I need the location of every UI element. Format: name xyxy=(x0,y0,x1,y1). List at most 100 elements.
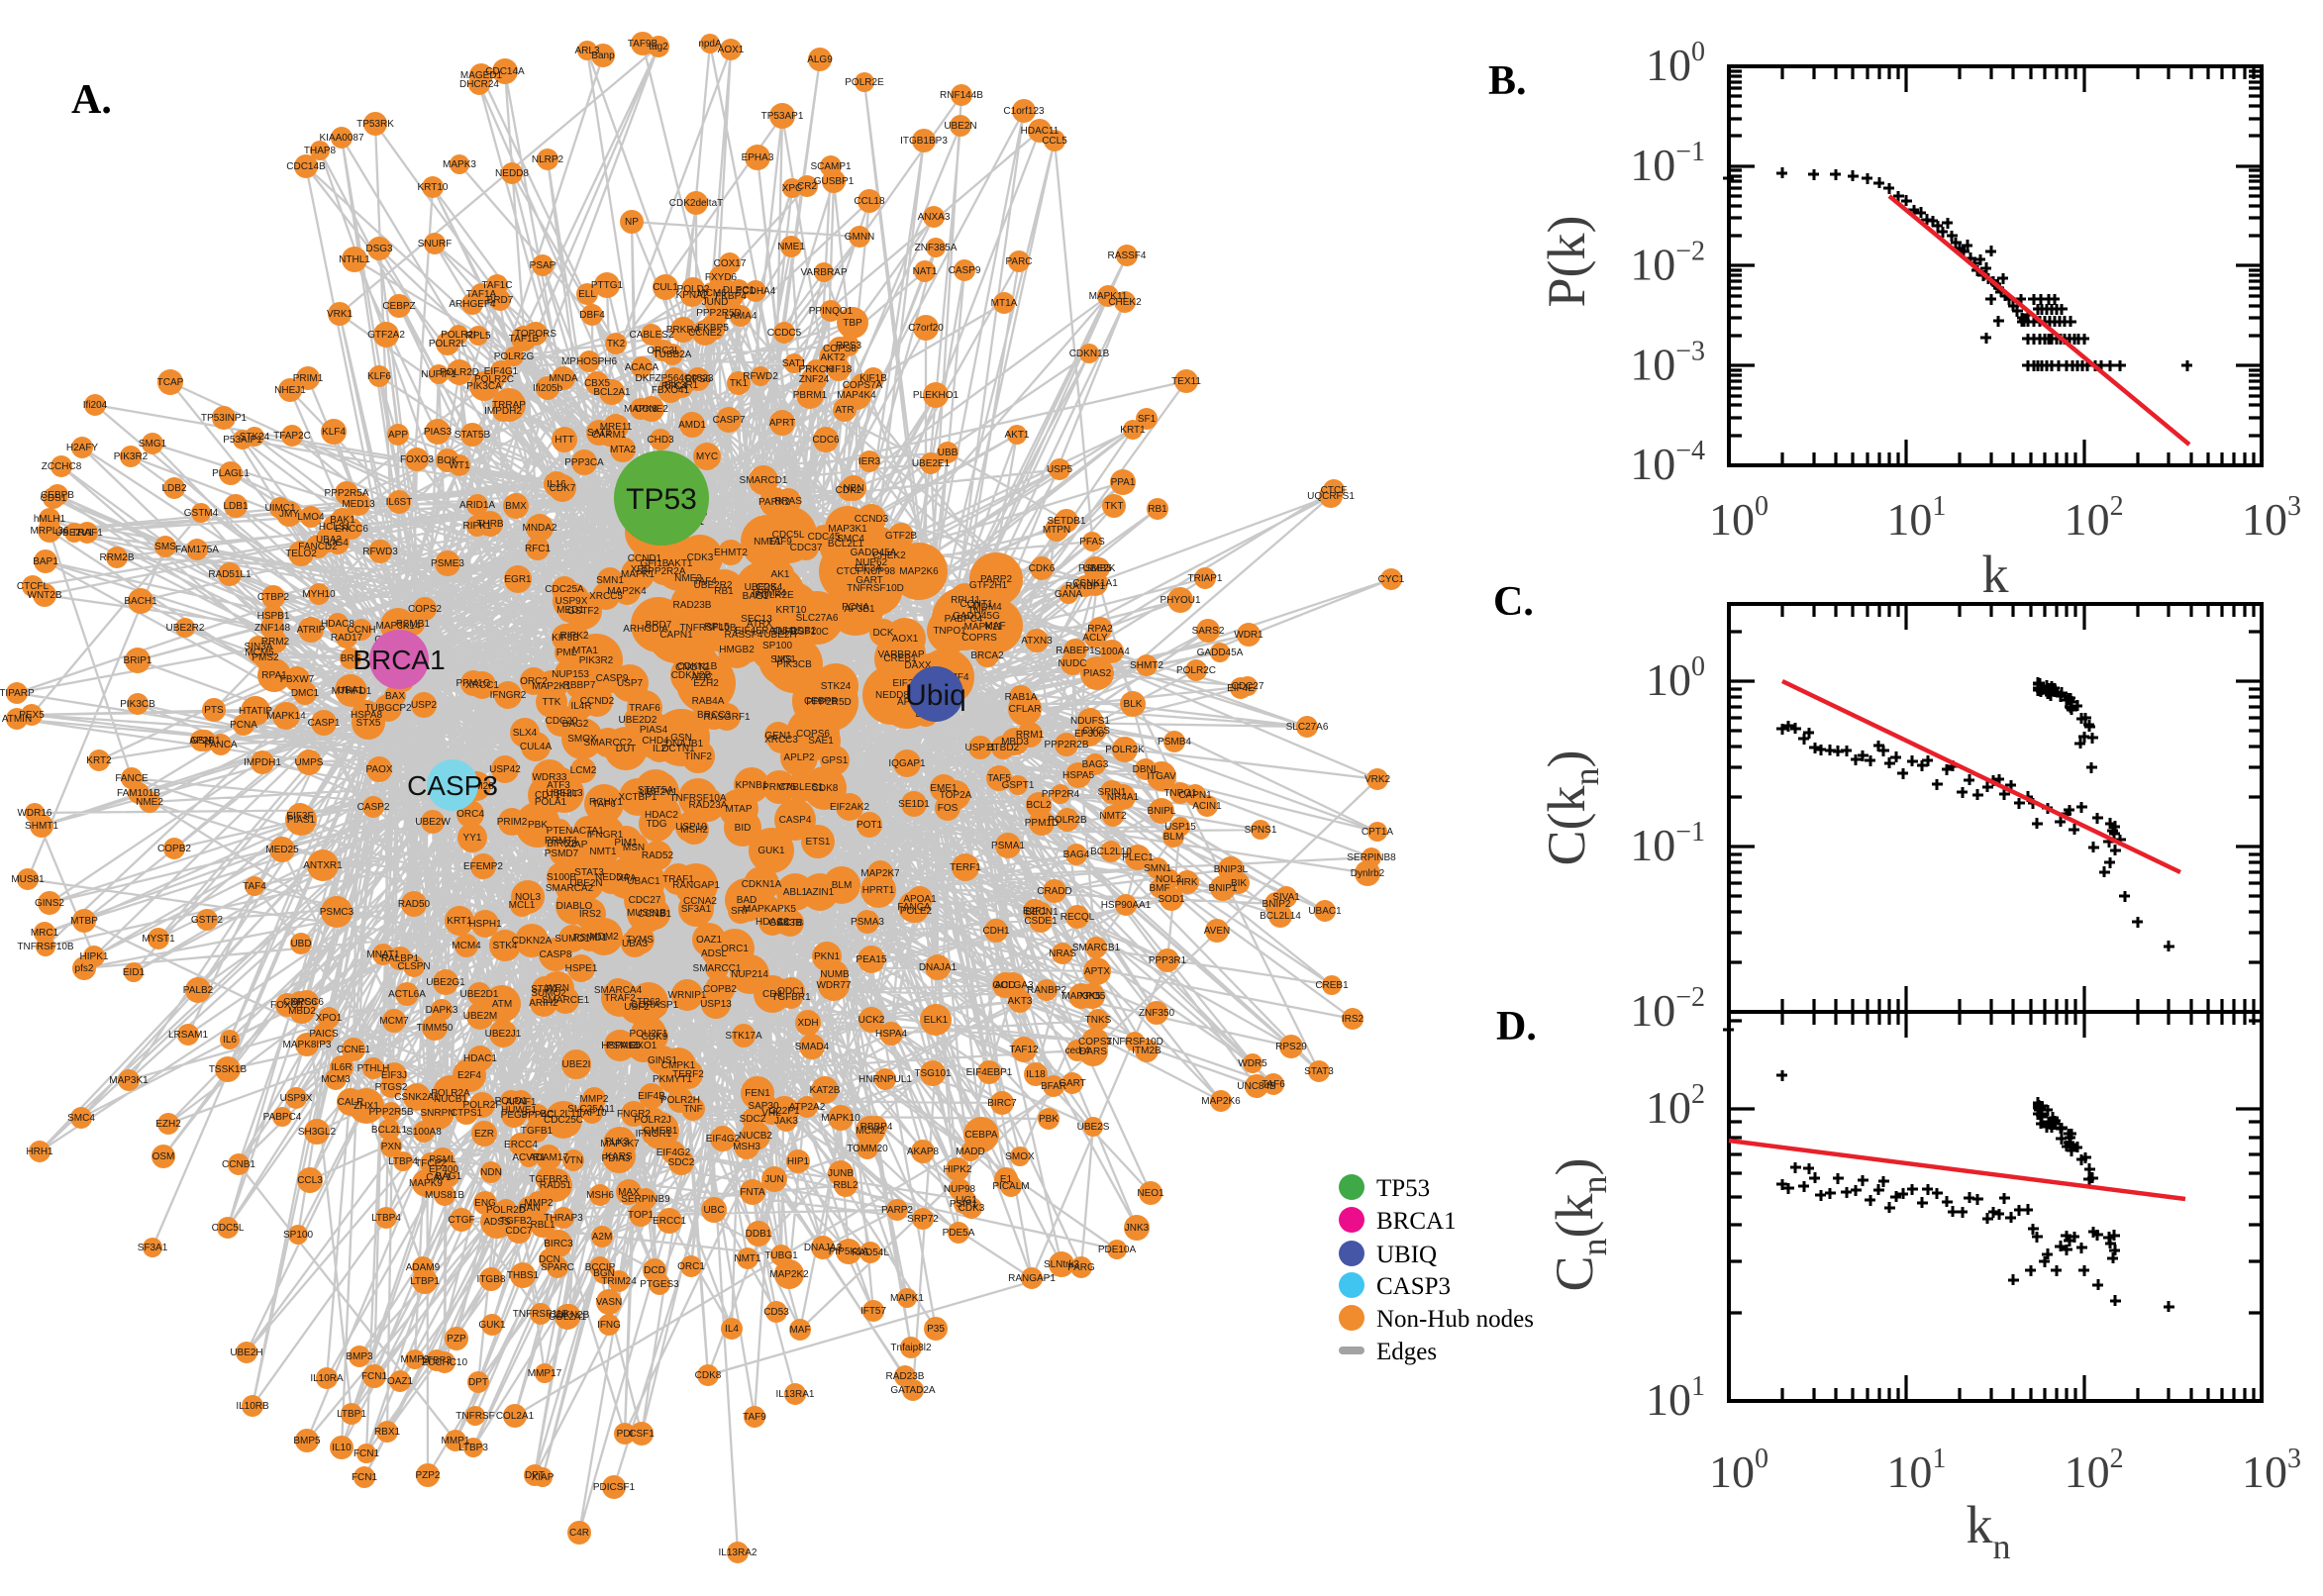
svg-text:COPS8: COPS8 xyxy=(823,344,857,354)
svg-text:POLD1: POLD1 xyxy=(495,1096,528,1107)
svg-text:EIF2S1: EIF2S1 xyxy=(892,678,926,689)
svg-text:EIF4G2: EIF4G2 xyxy=(706,1134,741,1145)
svg-text:NMT1: NMT1 xyxy=(734,1253,761,1264)
svg-text:MCM6: MCM6 xyxy=(697,288,727,299)
svg-text:KARS: KARS xyxy=(605,1151,633,1162)
svg-text:ACVR1: ACVR1 xyxy=(512,1152,546,1163)
svg-text:BNIP3L: BNIP3L xyxy=(1214,864,1249,875)
svg-text:KPNB1: KPNB1 xyxy=(736,780,768,791)
svg-text:NME2: NME2 xyxy=(674,573,702,584)
svg-text:TIPARP: TIPARP xyxy=(0,688,35,699)
svg-text:102: 102 xyxy=(1646,1079,1705,1133)
svg-text:ARHGDIA: ARHGDIA xyxy=(623,624,668,635)
svg-text:PLEKHO1: PLEKHO1 xyxy=(913,390,960,401)
svg-text:TNF: TNF xyxy=(683,1104,702,1115)
svg-text:GORASP1: GORASP1 xyxy=(631,1000,679,1011)
svg-text:LIG4: LIG4 xyxy=(327,538,349,549)
svg-text:USP13: USP13 xyxy=(700,999,732,1010)
svg-text:USP15: USP15 xyxy=(1164,822,1196,833)
svg-text:PSAP: PSAP xyxy=(530,260,556,271)
svg-text:ORC3L: ORC3L xyxy=(647,346,680,356)
svg-text:IFNGR2: IFNGR2 xyxy=(490,690,527,701)
svg-text:IL2: IL2 xyxy=(653,744,666,754)
svg-text:FANCE: FANCE xyxy=(115,773,149,784)
svg-text:BCL2: BCL2 xyxy=(1026,800,1051,811)
svg-text:RPL5: RPL5 xyxy=(465,331,490,342)
svg-text:UBC: UBC xyxy=(703,1205,724,1216)
svg-text:POLR2L: POLR2L xyxy=(429,339,467,349)
svg-text:TNFRSF10C: TNFRSF10C xyxy=(771,627,829,638)
svg-text:PSMC5: PSMC5 xyxy=(607,1041,642,1051)
svg-text:BNIPL: BNIPL xyxy=(1148,806,1176,817)
svg-text:POLR2I: POLR2I xyxy=(441,330,476,341)
svg-text:RRM1: RRM1 xyxy=(1016,730,1045,741)
svg-text:CDC6: CDC6 xyxy=(812,435,840,446)
svg-text:SMARCE1: SMARCE1 xyxy=(542,995,590,1006)
svg-text:RAD54L: RAD54L xyxy=(852,1247,889,1258)
svg-text:PARC: PARC xyxy=(1005,256,1032,267)
svg-text:CABLES2: CABLES2 xyxy=(629,330,673,341)
svg-text:STK4: STK4 xyxy=(492,941,517,951)
svg-text:TGFB2: TGFB2 xyxy=(500,1216,533,1227)
svg-text:NEDD8: NEDD8 xyxy=(875,690,909,701)
svg-text:SPNS1: SPNS1 xyxy=(1245,825,1277,836)
svg-text:VARBRAP: VARBRAP xyxy=(877,649,924,660)
svg-text:APOA1: APOA1 xyxy=(903,894,937,905)
svg-text:HDAC1: HDAC1 xyxy=(463,1053,497,1064)
svg-text:TNFRSF10A: TNFRSF10A xyxy=(669,793,727,804)
svg-text:10−1: 10−1 xyxy=(1630,137,1705,190)
svg-text:OAZ1: OAZ1 xyxy=(696,935,723,946)
svg-text:UBE2S: UBE2S xyxy=(1077,1122,1110,1133)
svg-text:D.: D. xyxy=(1496,1004,1537,1049)
svg-text:EZH2: EZH2 xyxy=(693,678,719,689)
svg-text:GMEB1: GMEB1 xyxy=(643,1126,677,1137)
svg-text:NAT1: NAT1 xyxy=(913,266,938,277)
svg-text:TNF: TNF xyxy=(967,606,986,617)
svg-text:PIAS3: PIAS3 xyxy=(424,427,453,438)
svg-text:HSPA4: HSPA4 xyxy=(875,1029,907,1040)
svg-text:APAF1: APAF1 xyxy=(506,1097,537,1108)
svg-text:STX5: STX5 xyxy=(355,718,380,729)
svg-text:HSPE1: HSPE1 xyxy=(565,963,598,974)
svg-text:THRB: THRB xyxy=(476,519,504,530)
svg-text:CASP3: CASP3 xyxy=(407,770,498,801)
svg-text:FCN1: FCN1 xyxy=(361,1371,388,1382)
svg-text:XPA: XPA xyxy=(617,873,637,884)
svg-text:Dynlrb2: Dynlrb2 xyxy=(1351,868,1385,879)
svg-text:KRT1: KRT1 xyxy=(447,916,472,927)
svg-text:A.: A. xyxy=(71,77,112,123)
svg-text:BIK: BIK xyxy=(1231,878,1247,889)
svg-text:HIP1: HIP1 xyxy=(787,1156,810,1167)
svg-text:TRRAP: TRRAP xyxy=(492,400,526,411)
svg-text:UBA2: UBA2 xyxy=(316,535,343,546)
svg-text:RB1: RB1 xyxy=(1148,504,1167,515)
svg-text:MAPK10: MAPK10 xyxy=(821,1113,860,1124)
svg-text:Ubiq: Ubiq xyxy=(905,679,966,712)
svg-text:DAXX: DAXX xyxy=(904,660,932,671)
svg-text:ACTL6A: ACTL6A xyxy=(388,989,426,1000)
svg-text:NTHL1: NTHL1 xyxy=(339,254,370,265)
svg-text:MAP3K14: MAP3K14 xyxy=(375,621,420,632)
svg-text:DNAJB1: DNAJB1 xyxy=(665,739,704,749)
svg-text:ITGB1BP3: ITGB1BP3 xyxy=(900,136,948,147)
svg-text:ABL1: ABL1 xyxy=(783,887,808,898)
svg-text:NUCB1: NUCB1 xyxy=(434,1094,467,1105)
svg-text:PCNA: PCNA xyxy=(842,602,869,613)
svg-text:POLR2E: POLR2E xyxy=(755,590,794,601)
svg-text:NUP62: NUP62 xyxy=(856,557,888,568)
svg-text:UBA1: UBA1 xyxy=(338,685,364,696)
svg-text:RIPK1: RIPK1 xyxy=(463,521,492,532)
svg-text:TAF9: TAF9 xyxy=(768,537,792,548)
svg-text:NHEJ1: NHEJ1 xyxy=(274,385,306,396)
svg-text:MAPK11: MAPK11 xyxy=(964,622,1003,633)
svg-text:PLK3: PLK3 xyxy=(605,1137,630,1147)
svg-text:TAF1A: TAF1A xyxy=(466,289,497,300)
svg-text:ADSL: ADSL xyxy=(701,948,728,959)
svg-text:ELL: ELL xyxy=(578,289,596,300)
svg-text:PSMA1: PSMA1 xyxy=(991,841,1025,851)
svg-text:TDG: TDG xyxy=(646,819,666,830)
svg-text:RAD23B: RAD23B xyxy=(673,600,712,611)
svg-text:SP100: SP100 xyxy=(762,641,792,651)
svg-text:CCL5: CCL5 xyxy=(1042,136,1067,147)
svg-text:RIPK2: RIPK2 xyxy=(560,631,589,642)
